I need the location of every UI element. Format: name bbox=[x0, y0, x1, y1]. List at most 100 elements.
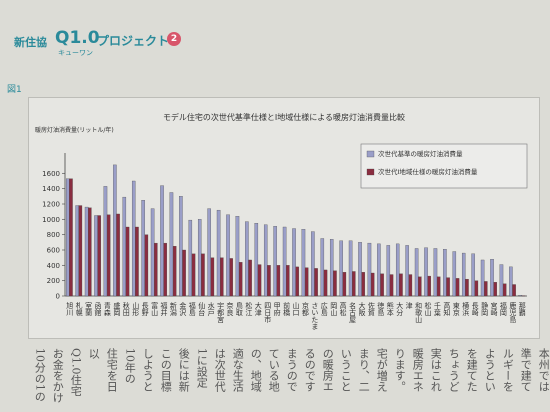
category-label: 函館 bbox=[94, 301, 102, 317]
bar-standard bbox=[395, 243, 400, 297]
category-label: 室蘭 bbox=[85, 301, 93, 317]
bar-region1 bbox=[493, 282, 497, 297]
category-label: 山口 bbox=[292, 301, 300, 316]
body-text-column: 適な生活 bbox=[231, 348, 245, 392]
org-name: 新住協 bbox=[14, 36, 47, 49]
body-text-column: お金をかけ bbox=[51, 348, 65, 403]
body-text-column: Q1.0住宅 bbox=[69, 348, 83, 397]
bar-region1 bbox=[361, 272, 365, 297]
category-label: 高松 bbox=[339, 301, 347, 317]
bar-region1 bbox=[455, 278, 460, 297]
bar-region1 bbox=[238, 262, 243, 297]
bar-region1 bbox=[295, 266, 299, 297]
bar-standard bbox=[75, 205, 79, 297]
bar-region1 bbox=[399, 273, 403, 297]
bar-standard bbox=[509, 266, 513, 297]
legend-label: 次世代基準の暖房灯油消費量 bbox=[378, 149, 463, 158]
bar-standard bbox=[414, 248, 419, 297]
bar-standard bbox=[358, 242, 362, 297]
body-text-column: しようと bbox=[141, 348, 155, 392]
figure-label: 図1 bbox=[7, 85, 22, 95]
category-label: 仙台 bbox=[198, 301, 206, 317]
bar-region1 bbox=[286, 265, 290, 297]
category-label: 秋田 bbox=[122, 301, 130, 317]
legend-swatch bbox=[366, 150, 375, 158]
bar-region1 bbox=[201, 253, 205, 297]
body-text-column: この目標 bbox=[159, 348, 173, 392]
bar-standard bbox=[245, 221, 249, 297]
body-text-column: まうので bbox=[285, 348, 299, 392]
bar-region1 bbox=[333, 270, 337, 297]
bar-standard bbox=[226, 214, 230, 297]
bar-standard bbox=[367, 242, 372, 297]
bar-standard bbox=[179, 196, 183, 297]
category-label: さいたま bbox=[311, 302, 319, 330]
legend-box bbox=[360, 143, 528, 189]
bar-standard bbox=[122, 196, 127, 297]
bar-region1 bbox=[465, 278, 469, 297]
y-tick-label: 1400 bbox=[42, 185, 60, 193]
body-text-column: ります。 bbox=[393, 348, 407, 392]
body-text-column: 準で建て bbox=[519, 348, 533, 392]
body-text-column: 10分の1の bbox=[33, 348, 47, 402]
bar-region1 bbox=[512, 284, 516, 297]
category-label: 岡山 bbox=[330, 302, 338, 317]
category-label: 山形 bbox=[132, 301, 140, 317]
bar-standard bbox=[320, 238, 325, 297]
category-label: 大津 bbox=[254, 301, 262, 317]
bar-standard bbox=[254, 223, 259, 297]
y-tick-label: 800 bbox=[47, 231, 60, 239]
category-label: 鹿児島 bbox=[509, 301, 517, 324]
bar-region1 bbox=[436, 276, 441, 297]
y-tick-label: 400 bbox=[47, 262, 60, 270]
category-label: 青森 bbox=[103, 301, 111, 317]
category-label: 新潟 bbox=[169, 301, 177, 317]
bar-standard bbox=[103, 186, 108, 297]
bar-standard bbox=[113, 164, 117, 297]
bar-standard bbox=[518, 295, 523, 297]
bar-region1 bbox=[69, 178, 73, 297]
category-label: 奈良 bbox=[226, 301, 234, 317]
body-text-column: 1に設定 bbox=[195, 348, 209, 388]
category-label: 松江 bbox=[245, 301, 253, 317]
y-tick-label: 600 bbox=[47, 247, 60, 255]
bar-region1 bbox=[97, 215, 101, 297]
bar-region1 bbox=[78, 205, 83, 297]
category-label: 盛岡 bbox=[113, 301, 121, 317]
bar-region1 bbox=[352, 271, 356, 297]
bar-standard bbox=[94, 215, 98, 297]
category-label: 徳島 bbox=[377, 301, 385, 317]
category-label: 福井 bbox=[160, 301, 168, 317]
category-label: 静岡 bbox=[481, 301, 489, 317]
bar-standard bbox=[480, 259, 485, 297]
bar-region1 bbox=[106, 214, 111, 297]
bar-region1 bbox=[88, 207, 92, 297]
bar-region1 bbox=[191, 253, 196, 297]
bar-region1 bbox=[427, 275, 431, 297]
bar-standard bbox=[84, 206, 89, 297]
bar-region1 bbox=[474, 280, 479, 297]
category-label: 熊本 bbox=[386, 301, 394, 317]
bar-region1 bbox=[267, 265, 271, 297]
bar-region1 bbox=[389, 274, 394, 297]
bar-standard bbox=[471, 253, 475, 297]
bar-standard bbox=[131, 180, 136, 297]
bar-standard bbox=[329, 239, 334, 297]
bar-standard bbox=[216, 209, 221, 297]
bar-standard bbox=[292, 228, 296, 297]
bar-region1 bbox=[220, 257, 224, 297]
legend-swatch bbox=[366, 168, 375, 176]
category-label: 宇都宮 bbox=[217, 301, 225, 324]
bar-region1 bbox=[521, 295, 526, 297]
category-label: 金沢 bbox=[179, 301, 187, 317]
bar-standard bbox=[339, 240, 343, 297]
category-label: 松山 bbox=[424, 301, 432, 317]
body-text-column: 10年の bbox=[123, 348, 137, 384]
legend-label: 次世代Ⅰ地域仕様の暖房灯油消費量 bbox=[378, 167, 478, 176]
page-header: 新住協 Q1.0 キューワン プロジェクト 2 bbox=[0, 0, 550, 70]
bar-standard bbox=[169, 192, 174, 297]
category-label: 横浜 bbox=[462, 301, 470, 317]
body-text-column: ている地 bbox=[267, 348, 281, 392]
bar-region1 bbox=[418, 276, 422, 297]
bar-standard bbox=[282, 226, 287, 297]
